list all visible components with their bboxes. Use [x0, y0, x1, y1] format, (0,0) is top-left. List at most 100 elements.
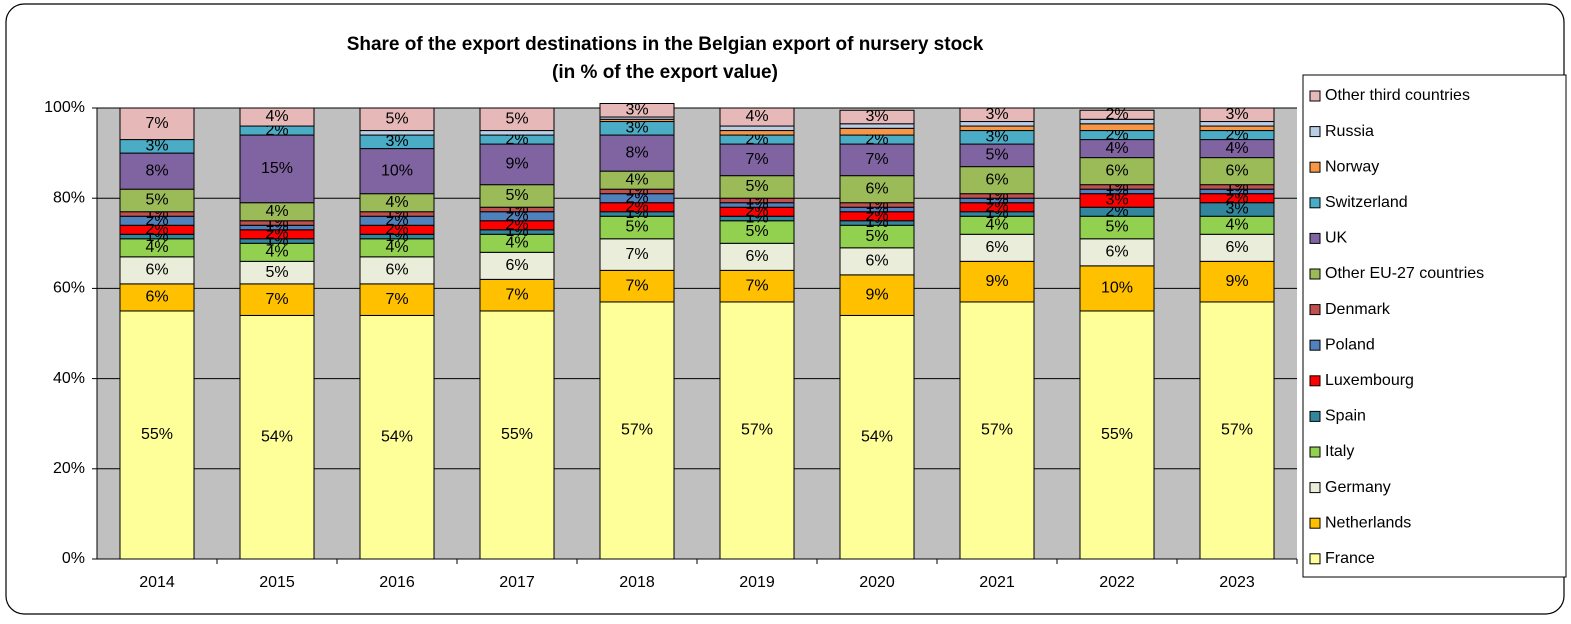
bar-segment [359, 256, 435, 285]
data-label: 5% [265, 264, 288, 281]
bar-segment [119, 310, 195, 560]
bar-segment [839, 247, 915, 276]
bar-segment [719, 107, 795, 127]
data-label: 5% [745, 178, 768, 195]
bar-segment [359, 148, 435, 195]
bar-segment [1199, 125, 1275, 132]
bar-segment [959, 107, 1035, 123]
data-label: 54% [261, 428, 293, 445]
y-tick-label: 40% [53, 370, 85, 387]
x-tick-label: 2017 [499, 574, 535, 591]
data-label: 4% [1225, 216, 1248, 233]
data-label: 54% [861, 428, 893, 445]
data-label: 6% [745, 248, 768, 265]
data-label: 6% [145, 289, 168, 306]
data-label: 4% [985, 216, 1008, 233]
data-label: 2% [1105, 106, 1128, 123]
data-label: 9% [505, 156, 528, 173]
data-label: 3% [385, 133, 408, 150]
bar-segment [1079, 310, 1155, 560]
data-label: 55% [501, 426, 533, 443]
legend-swatch [1309, 553, 1321, 565]
data-label: 6% [505, 257, 528, 274]
bar-segment [599, 102, 675, 118]
data-label: 9% [1225, 273, 1248, 290]
data-label: 5% [505, 187, 528, 204]
data-label: 4% [145, 239, 168, 256]
bar-segment [1199, 301, 1275, 560]
bar-segment [839, 127, 915, 136]
legend-swatch [1309, 197, 1321, 209]
bar-segment [359, 283, 435, 316]
x-tick-label: 2015 [259, 574, 295, 591]
data-label: 9% [985, 273, 1008, 290]
bar-segment [1079, 238, 1155, 267]
x-tick-label: 2018 [619, 574, 655, 591]
data-label: 5% [385, 110, 408, 127]
bar-segment [959, 125, 1035, 132]
data-label: 7% [625, 277, 648, 294]
data-label: 7% [145, 115, 168, 132]
y-tick-label: 20% [53, 460, 85, 477]
data-label: 3% [625, 101, 648, 118]
bar-segment [599, 301, 675, 560]
bar-segment [599, 269, 675, 303]
bar-segment [719, 143, 795, 177]
data-label: 4% [1105, 140, 1128, 157]
legend-swatch [1309, 126, 1321, 138]
x-tick-label: 2020 [859, 574, 895, 591]
legend-swatch [1309, 268, 1321, 280]
x-tick-label: 2022 [1099, 574, 1135, 591]
bar-segment [1079, 109, 1155, 120]
bar-segment [239, 134, 315, 204]
bar-segment [719, 125, 795, 132]
legend-swatch [1309, 410, 1321, 422]
data-label: 3% [625, 120, 648, 137]
data-label: 3% [145, 138, 168, 155]
data-label: 5% [625, 219, 648, 236]
chart-title: Share of the export destinations in the … [347, 34, 984, 55]
data-label: 5% [1105, 219, 1128, 236]
chart-subtitle: (in % of the export value) [552, 62, 778, 83]
data-label: 5% [865, 228, 888, 245]
x-tick-label: 2014 [139, 574, 175, 591]
bar-segment [479, 278, 555, 312]
data-label: 6% [985, 171, 1008, 188]
data-label: 3% [985, 129, 1008, 146]
legend-label: Luxembourg [1325, 372, 1414, 389]
data-label: 4% [385, 194, 408, 211]
legend-label: Norway [1325, 158, 1379, 175]
legend-label: France [1325, 550, 1375, 567]
data-label: 3% [1225, 106, 1248, 123]
data-label: 7% [625, 246, 648, 263]
bar-segment [1199, 233, 1275, 262]
data-label: 7% [505, 286, 528, 303]
bar-segment [359, 107, 435, 132]
bar-segment [239, 314, 315, 560]
bar-segment [359, 130, 435, 136]
legend-label: Netherlands [1325, 514, 1411, 531]
data-label: 6% [1225, 162, 1248, 179]
data-label: 5% [745, 223, 768, 240]
data-label: 6% [385, 262, 408, 279]
legend-swatch [1309, 90, 1321, 102]
legend-swatch [1309, 482, 1321, 494]
legend-label: Other EU-27 countries [1325, 265, 1484, 282]
data-label: 8% [625, 144, 648, 161]
legend-label: Denmark [1325, 301, 1391, 318]
legend-label: UK [1325, 230, 1348, 247]
data-label: 6% [865, 180, 888, 197]
legend-swatch [1309, 375, 1321, 387]
data-label: 10% [1101, 280, 1133, 297]
data-label: 4% [265, 108, 288, 125]
data-label: 55% [141, 426, 173, 443]
data-label: 57% [621, 422, 653, 439]
data-label: 6% [985, 239, 1008, 256]
data-label: 4% [385, 239, 408, 256]
legend [1302, 74, 1567, 578]
data-label: 55% [1101, 426, 1133, 443]
data-label: 6% [145, 262, 168, 279]
data-label: 57% [1221, 422, 1253, 439]
legend-label: Spain [1325, 408, 1366, 425]
data-label: 54% [381, 428, 413, 445]
